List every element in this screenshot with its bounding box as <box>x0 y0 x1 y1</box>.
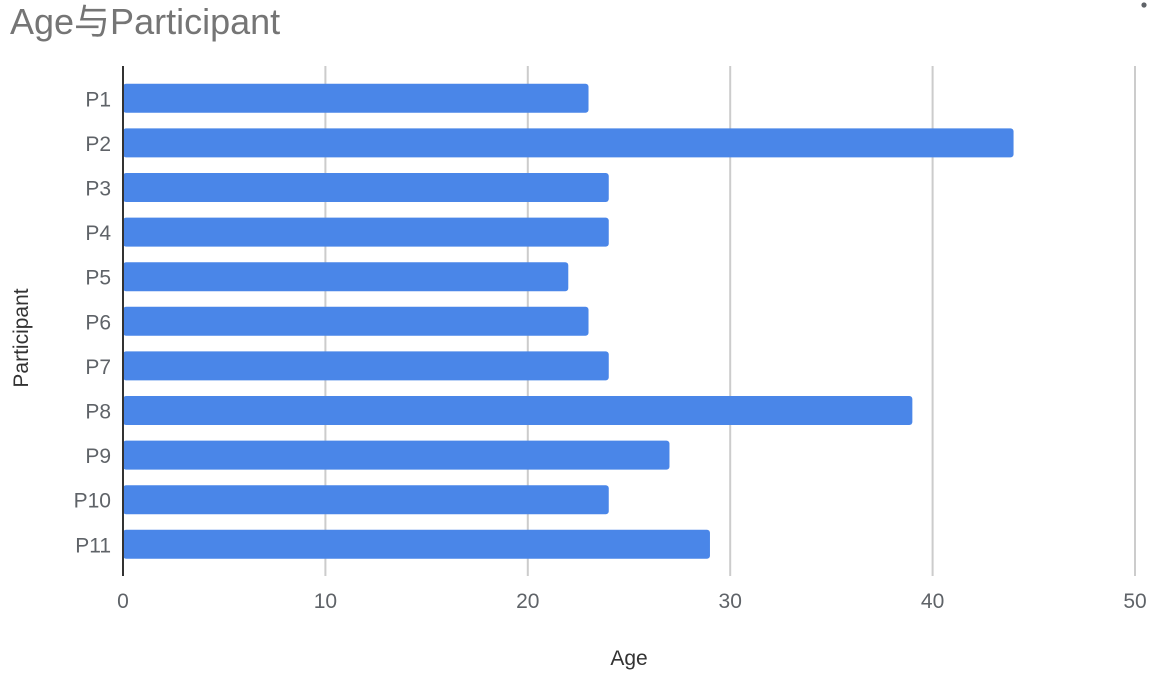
y-tick-label: P10 <box>74 490 111 513</box>
x-tick-labels: 0 10 20 30 40 50 <box>117 590 1147 613</box>
y-tick-label: P11 <box>75 534 111 557</box>
y-tick-label: P6 <box>85 311 111 334</box>
y-tick-labels: P1 P2 P3 P4 P5 P6 P7 P8 P9 P10 P11 <box>74 88 112 557</box>
more-vert-icon[interactable] <box>1132 0 1152 18</box>
bar-p2 <box>123 128 1014 158</box>
y-tick-label: P4 <box>85 222 111 245</box>
bar-p5 <box>123 262 569 292</box>
bars <box>123 83 1014 559</box>
y-axis-title: Participant <box>10 288 33 387</box>
bar-p6 <box>123 306 589 336</box>
bar-p7 <box>123 351 609 381</box>
y-tick-label: P3 <box>85 178 111 201</box>
x-tick-label: 0 <box>117 590 129 613</box>
bar-p3 <box>123 173 609 202</box>
bar-p8 <box>123 396 913 425</box>
bar-p10 <box>123 485 609 515</box>
bar-p4 <box>123 217 609 247</box>
x-tick-label: 20 <box>516 590 539 613</box>
y-tick-label: P8 <box>85 401 111 424</box>
chart-title: Age与Participant <box>10 1 281 42</box>
bar-p1 <box>123 83 589 113</box>
y-tick-label: P9 <box>85 445 111 468</box>
y-tick-label: P2 <box>85 133 111 156</box>
y-tick-label: P5 <box>85 267 111 290</box>
y-tick-label: P7 <box>85 356 111 379</box>
bar-p11 <box>123 529 710 559</box>
x-tick-label: 50 <box>1123 590 1146 613</box>
y-tick-label: P1 <box>85 88 111 111</box>
x-tick-label: 10 <box>314 590 337 613</box>
bar-p9 <box>123 440 670 470</box>
x-tick-label: 40 <box>921 590 944 613</box>
x-tick-label: 30 <box>719 590 742 613</box>
x-axis-title: Age <box>610 647 647 670</box>
